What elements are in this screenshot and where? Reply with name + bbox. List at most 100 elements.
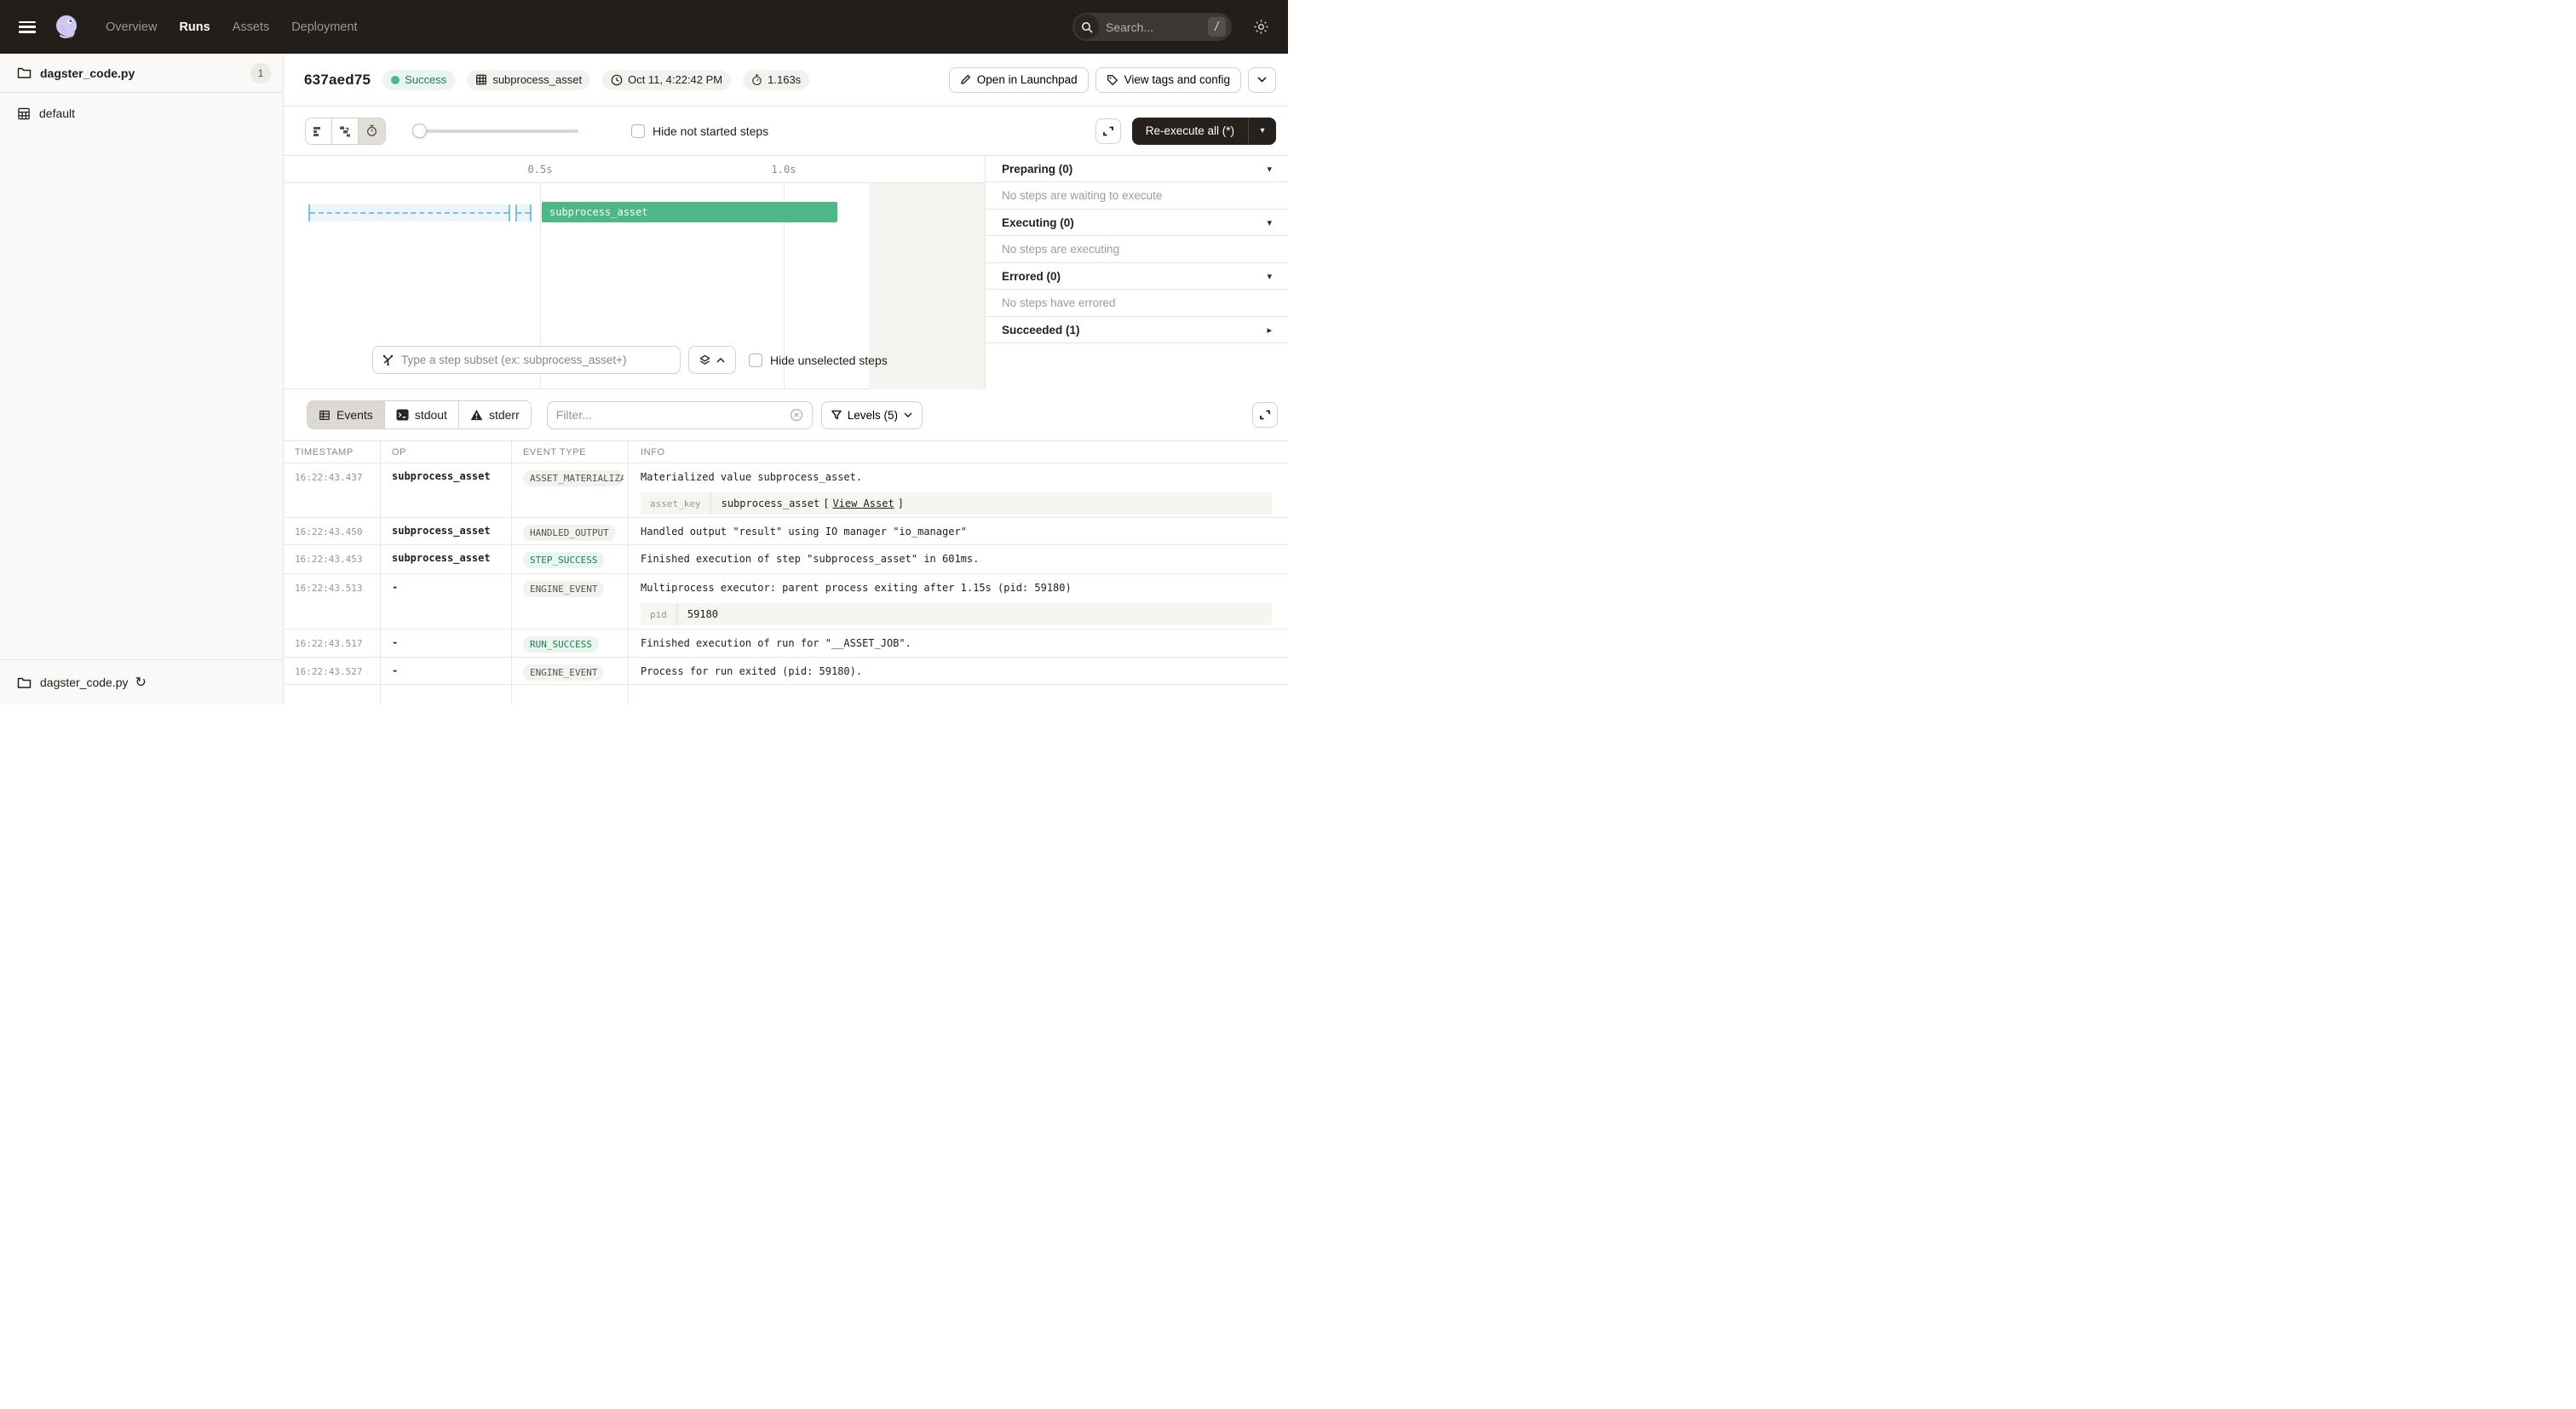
stopwatch-icon (752, 74, 762, 85)
hamburger-menu-icon[interactable] (19, 20, 36, 33)
levels-filter-button[interactable]: Levels (5) (820, 400, 923, 429)
gridline (784, 182, 785, 389)
hide-unselected-row: Hide unselected steps (749, 353, 888, 367)
reexecute-all-button[interactable]: Re-execute all (*) ▾ (1131, 117, 1276, 145)
hide-not-started-checkbox[interactable] (631, 124, 645, 138)
sidebar-item-default-job[interactable]: default (0, 101, 283, 126)
nav-overview[interactable]: Overview (106, 20, 158, 34)
open-in-launchpad-button[interactable]: Open in Launchpad (948, 66, 1089, 93)
sidebar-footer: dagster_code.py ↻ (0, 659, 283, 704)
warning-triangle-icon (470, 409, 483, 421)
nav-runs[interactable]: Runs (179, 20, 210, 34)
tab-stderr[interactable]: stderr (458, 401, 531, 428)
logs-fullscreen-button[interactable] (1252, 402, 1278, 428)
run-header-actions: Open in Launchpad View tags and config (948, 66, 1288, 93)
tag-icon (1107, 74, 1118, 85)
log-table: TIMESTAMP OP EVENT TYPE INFO 16:22:43.43… (284, 440, 1288, 704)
section-errored[interactable]: Errored (0) ▾ (986, 263, 1288, 290)
log-filter-input[interactable] (555, 408, 790, 422)
run-id: 637aed75 (304, 71, 371, 88)
status-dot-icon (391, 75, 400, 84)
events-table-icon (319, 410, 330, 420)
executing-empty-message: No steps are executing (986, 236, 1288, 263)
layers-icon (699, 354, 710, 365)
gear-icon[interactable] (1253, 19, 1269, 35)
nav-deployment[interactable]: Deployment (291, 20, 358, 34)
gantt-toolbar: Hide not started steps Re-execute all (*… (284, 106, 1288, 156)
search-shortcut-key: / (1208, 17, 1226, 37)
clear-filter-icon[interactable] (790, 408, 803, 422)
metadata-box: asset_key subprocess_asset [View Asset] (641, 492, 1272, 515)
log-row-empty (284, 685, 1288, 704)
log-row[interactable]: 16:22:43.517 - RUN_SUCCESS Finished exec… (284, 630, 1288, 662)
section-succeeded[interactable]: Succeeded (1) ▸ (986, 317, 1288, 343)
step-subset-input[interactable] (401, 354, 671, 366)
pencil-icon (960, 74, 970, 84)
caret-down-icon: ▾ (1267, 164, 1272, 175)
primary-nav: Overview Runs Assets Deployment (106, 20, 358, 34)
footer-code-location: dagster_code.py (40, 676, 129, 689)
job-grid-icon (18, 107, 30, 119)
event-type-badge: HANDLED_OUTPUT (523, 525, 616, 541)
global-search[interactable]: / (1072, 13, 1232, 41)
hide-unselected-label: Hide unselected steps (770, 353, 888, 367)
log-row[interactable]: 16:22:43.513 - ENGINE_EVENT Multiprocess… (284, 574, 1288, 632)
tab-stdout[interactable]: stdout (384, 401, 459, 428)
log-row[interactable]: 16:22:43.450 subprocess_asset HANDLED_OU… (284, 518, 1288, 550)
steps-status-panel: Preparing (0) ▾ No steps are waiting to … (985, 156, 1288, 389)
search-icon (1074, 14, 1099, 39)
metadata-box: pid 59180 (641, 603, 1272, 625)
log-filter-box (546, 400, 813, 429)
view-asset-link[interactable]: View Asset (832, 497, 894, 509)
folder-icon (17, 677, 32, 688)
after-run-zone (869, 183, 985, 389)
duration-chip: 1.163s (743, 69, 810, 90)
run-header-more-button[interactable] (1248, 66, 1276, 93)
expand-icon (1260, 410, 1270, 420)
search-input[interactable] (1099, 20, 1208, 34)
dagster-logo-icon[interactable] (53, 13, 82, 42)
tab-events[interactable]: Events (308, 401, 385, 428)
step-selector-icon (382, 354, 394, 366)
sidebar-code-location[interactable]: dagster_code.py 1 (0, 54, 283, 93)
section-executing[interactable]: Executing (0) ▾ (986, 210, 1288, 236)
clock-icon (611, 74, 623, 85)
graph-options-button[interactable] (688, 346, 736, 374)
col-op: OP (381, 441, 512, 463)
gantt-view-mode-group (305, 117, 386, 145)
gantt-zoom-slider[interactable] (412, 123, 578, 138)
gantt-step-bar[interactable]: subprocess_asset (542, 202, 837, 222)
waterfall-view-icon (340, 126, 350, 136)
start-time-chip: Oct 11, 4:22:42 PM (602, 69, 732, 90)
timed-view-button[interactable] (359, 118, 385, 144)
gantt-fullscreen-button[interactable] (1095, 118, 1121, 144)
nav-assets[interactable]: Assets (232, 20, 270, 34)
run-header: 637aed75 Success subprocess_asset Oct 11… (284, 54, 1288, 106)
job-name: default (39, 106, 76, 120)
col-info: INFO (641, 447, 665, 457)
main-content: 637aed75 Success subprocess_asset Oct 11… (284, 54, 1288, 704)
section-preparing[interactable]: Preparing (0) ▾ (986, 156, 1288, 182)
hide-unselected-checkbox[interactable] (749, 353, 762, 367)
run-count-badge: 1 (250, 62, 271, 83)
flat-view-icon (313, 126, 320, 136)
view-tags-config-button[interactable]: View tags and config (1095, 66, 1241, 93)
reexecute-caret-icon[interactable]: ▾ (1260, 126, 1265, 135)
preparing-empty-message: No steps are waiting to execute (986, 182, 1288, 210)
slider-thumb[interactable] (412, 123, 427, 138)
log-row[interactable]: 16:22:43.453 subprocess_asset STEP_SUCCE… (284, 545, 1288, 578)
event-type-badge: STEP_SUCCESS (523, 552, 605, 568)
folder-icon (17, 67, 32, 78)
flat-view-button[interactable] (306, 118, 332, 144)
funnel-icon (831, 410, 842, 420)
asset-grid-icon (476, 74, 487, 85)
reload-icon[interactable]: ↻ (135, 676, 147, 690)
log-row[interactable]: 16:22:43.437 subprocess_asset ASSET_MATE… (284, 463, 1288, 521)
left-sidebar: dagster_code.py 1 default dagster_code.p… (0, 54, 284, 704)
caret-right-icon: ▸ (1267, 325, 1272, 336)
terminal-icon (396, 409, 409, 421)
log-row[interactable]: 16:22:43.527 - ENGINE_EVENT Process for … (284, 658, 1288, 690)
asset-tag[interactable]: subprocess_asset (467, 69, 591, 90)
waterfall-view-button[interactable] (332, 118, 359, 144)
log-tabs: Events stdout stderr (307, 400, 532, 429)
